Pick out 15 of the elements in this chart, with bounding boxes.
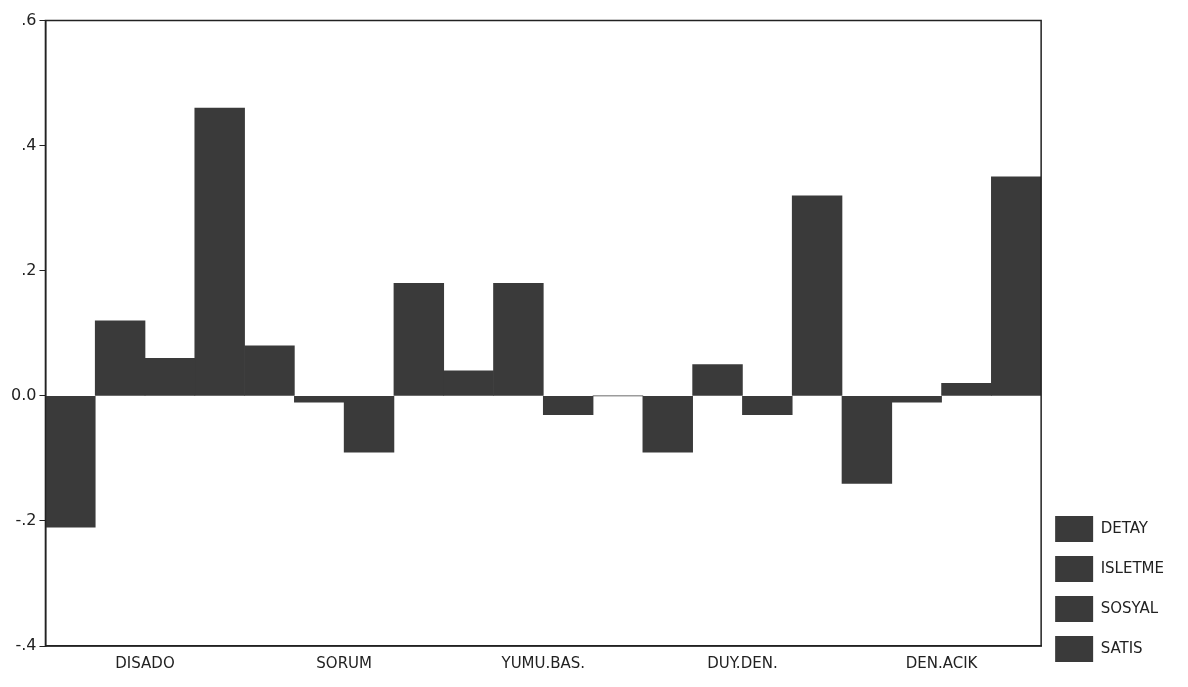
y-tick-label: .4	[21, 134, 37, 154]
x-tick-label: YUMU.BAS.	[500, 653, 586, 672]
legend-label: SATIS	[1100, 638, 1143, 657]
legend-label: DETAY	[1100, 518, 1149, 537]
y-tick-label: -.2	[15, 510, 37, 530]
y-tick-label: .6	[21, 9, 37, 29]
x-tick-label: DISADO	[115, 653, 175, 672]
x-tick-label: DEN.ACIK	[905, 653, 979, 672]
y-tick-label: 0.0	[10, 385, 37, 404]
y-tick-label: -.4	[15, 635, 37, 655]
legend-label: SOSYAL	[1100, 598, 1159, 617]
x-tick-label: SORUM	[316, 653, 372, 672]
x-tick-label: DUY.DEN.	[707, 653, 778, 672]
legend-label: ISLETME	[1100, 558, 1165, 577]
y-tick-label: .2	[21, 259, 37, 279]
